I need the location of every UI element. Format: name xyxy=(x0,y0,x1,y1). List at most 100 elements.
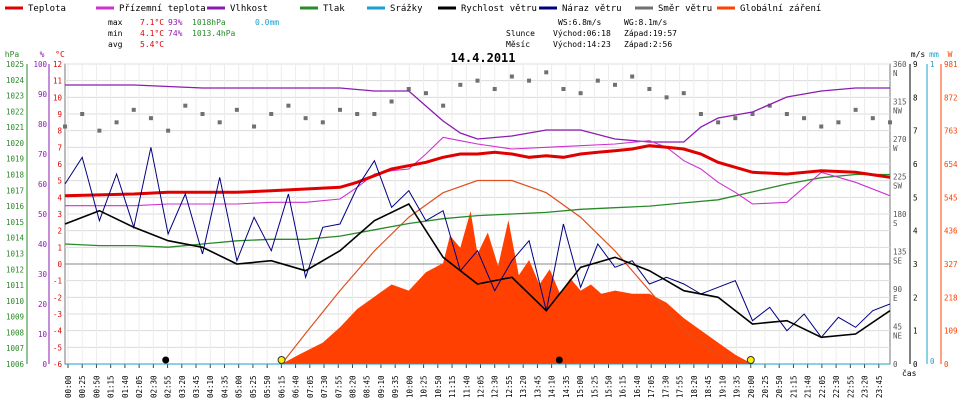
tick-label-degc: 8 xyxy=(57,127,62,136)
tick-label-hpa: 1017 xyxy=(6,186,24,195)
tick-label-pct: 50 xyxy=(38,210,48,219)
wind-direction-point xyxy=(406,87,411,91)
tick-label-hpa: 1009 xyxy=(6,313,24,322)
ground-temperature-line xyxy=(65,136,891,207)
tick-label-ms: 9 xyxy=(913,60,918,69)
x-tick-label: 03:45 xyxy=(192,375,201,398)
tick-label-hpa: 1022 xyxy=(6,107,24,116)
wind-direction-point xyxy=(114,120,119,125)
axis-unit-ms: m/s xyxy=(911,50,926,59)
wind-wg: WG:8.1m/s xyxy=(624,18,668,27)
x-tick-label: 02:30 xyxy=(149,375,158,398)
sun-label: Slunce xyxy=(506,29,535,38)
tick-label-ms: 0 xyxy=(913,360,918,369)
x-tick-label: 16:15 xyxy=(619,375,628,398)
tick-label-degc: 6 xyxy=(57,160,62,169)
axis-unit-cas: čas xyxy=(902,368,917,378)
chart-title: 14.4.2011 xyxy=(450,51,515,65)
legend-label: Náraz větru xyxy=(562,4,622,14)
wind-direction-point xyxy=(698,112,703,116)
moon-marker xyxy=(555,356,563,364)
wind-speed-line xyxy=(64,202,891,339)
tick-label-ms: 5 xyxy=(913,193,918,202)
tick-label-w: 872 xyxy=(944,93,958,102)
wind-direction-point xyxy=(647,87,652,91)
x-tick-label: 19:35 xyxy=(733,375,742,398)
wind-direction-point xyxy=(389,99,394,104)
wind-direction-point xyxy=(97,128,102,133)
x-tick-label: 00:25 xyxy=(78,375,87,398)
wind-gust-line xyxy=(64,147,891,339)
legend-label: Vlhkost xyxy=(230,4,268,14)
sun-rise: Východ:06:18 xyxy=(553,29,611,38)
tick-label-dir-letter: S xyxy=(893,219,898,228)
tick-label-w: 218 xyxy=(944,293,958,302)
tick-label-ms: 7 xyxy=(913,127,918,136)
tick-label-dir: 315 xyxy=(893,98,907,107)
wind-direction-point xyxy=(716,120,721,125)
stat-temp: 5.4°C xyxy=(140,40,164,49)
tick-label-degc: 3 xyxy=(57,210,62,219)
temperature-line xyxy=(64,144,891,198)
x-tick-label: 02:05 xyxy=(135,375,144,398)
wind-direction-point xyxy=(750,112,755,116)
sun-set: Západ:19:57 xyxy=(624,29,677,38)
tick-label-dir-letter: W xyxy=(893,144,898,153)
x-tick-label: 20:50 xyxy=(775,375,784,398)
x-tick-label: 09:10 xyxy=(377,375,386,398)
tick-label-hpa: 1007 xyxy=(6,344,24,353)
tick-label-degc: 0 xyxy=(57,260,62,269)
x-tick-label: 00:00 xyxy=(64,375,73,398)
legend-label: Srážky xyxy=(390,4,423,14)
axis-unit-mm: mm xyxy=(929,50,939,59)
x-tick-label: 06:15 xyxy=(277,375,286,398)
tick-label-ms: 2 xyxy=(913,293,918,302)
x-tick-label: 14:10 xyxy=(548,375,557,398)
axis-unit-degc: °C xyxy=(55,50,65,59)
tick-label-ms: 6 xyxy=(913,160,918,169)
tick-label-pct: 90 xyxy=(38,90,48,99)
tick-label-pct: 20 xyxy=(38,300,48,309)
stat-press: 1018hPa xyxy=(192,18,226,27)
x-tick-label: 17:05 xyxy=(647,375,656,398)
wind-direction-point xyxy=(767,103,772,108)
wind-direction-point xyxy=(475,78,480,83)
tick-label-degc: -5 xyxy=(53,343,62,352)
x-tick-label: 18:20 xyxy=(690,375,699,398)
x-tick-label: 03:20 xyxy=(178,375,187,398)
tick-label-degc: 2 xyxy=(57,227,62,236)
tick-label-hpa: 1011 xyxy=(6,281,24,290)
x-tick-label: 22:55 xyxy=(846,375,855,398)
moon-set: Západ:2:56 xyxy=(624,40,672,49)
wind-direction-point xyxy=(148,116,153,121)
tick-label-dir: 135 xyxy=(893,248,907,257)
tick-label-hpa: 1015 xyxy=(6,218,24,227)
tick-label-hpa: 1025 xyxy=(6,60,24,69)
tick-label-ms: 8 xyxy=(913,93,918,102)
stat-temp: 7.1°C xyxy=(140,18,164,27)
tick-label-w: 0 xyxy=(944,360,949,369)
wind-direction-point xyxy=(372,112,377,116)
x-tick-label: 07:55 xyxy=(334,375,343,398)
x-tick-label: 07:30 xyxy=(320,375,329,398)
tick-label-pct: 100 xyxy=(33,60,47,69)
stat-hum: 93% xyxy=(168,18,183,27)
x-tick-label: 02:55 xyxy=(164,375,173,398)
wind-direction-point xyxy=(200,112,205,116)
tick-label-w: 436 xyxy=(944,227,958,236)
tick-label-pct: 60 xyxy=(38,180,48,189)
wind-direction-point xyxy=(217,120,222,125)
x-tick-label: 16:40 xyxy=(633,375,642,398)
wind-direction-point xyxy=(870,116,875,121)
x-tick-label: 11:40 xyxy=(462,375,471,398)
tick-label-dir-letter: N xyxy=(893,69,898,78)
tick-label-ms: 4 xyxy=(913,227,918,236)
x-tick-label: 14:35 xyxy=(562,375,571,398)
wind-direction-point xyxy=(183,103,188,108)
x-tick-label: 06:40 xyxy=(292,375,301,398)
x-tick-label: 10:50 xyxy=(434,375,443,398)
wind-direction-point xyxy=(252,124,257,129)
x-tick-label: 22:05 xyxy=(818,375,827,398)
legend-label: Přízemní teplota xyxy=(119,4,206,14)
